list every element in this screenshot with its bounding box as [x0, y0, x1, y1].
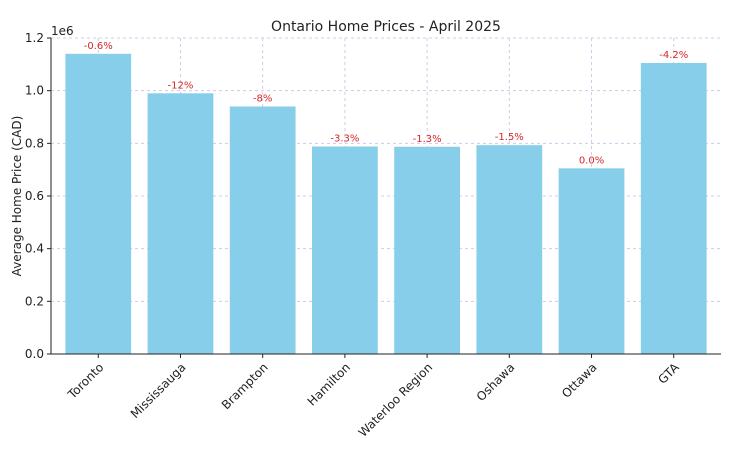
- bars: [65, 53, 707, 355]
- y-axis-offset-text: 1e6: [51, 24, 74, 38]
- x-tick-label: Mississauga: [128, 360, 189, 421]
- data-label: 0.0%: [579, 155, 604, 166]
- bar-waterloo-region: [394, 146, 460, 354]
- data-label: -3.3%: [330, 133, 359, 144]
- bar-mississauga: [147, 93, 214, 355]
- y-tick-label: 0.4: [25, 242, 44, 256]
- data-label: -4.2%: [659, 50, 688, 61]
- x-tick-label: Ottawa: [559, 360, 600, 401]
- bar-gta: [640, 63, 707, 355]
- x-tick-label: Toronto: [64, 360, 106, 402]
- bar-hamilton: [312, 146, 378, 354]
- data-label: -12%: [168, 80, 194, 91]
- data-label: -1.5%: [495, 132, 524, 143]
- y-axis-title: Average Home Price (CAD): [10, 116, 24, 277]
- bar-ottawa: [558, 168, 625, 354]
- bar-oshawa: [476, 145, 543, 354]
- y-tick-label: 0.0: [25, 347, 44, 361]
- bar-brampton: [229, 106, 296, 354]
- data-labels: -0.6% -12% -8% -3.3% -1.3% -1.5% 0.0% -4.2%: [84, 41, 688, 167]
- y-tick-label: 1.0: [25, 84, 44, 98]
- data-label: -1.3%: [413, 134, 442, 145]
- y-tick-label: 1.2: [25, 31, 44, 45]
- y-tick-label: 0.2: [25, 294, 44, 308]
- x-tick-label: Waterloo Region: [356, 360, 435, 439]
- x-tick-label: Oshawa: [474, 360, 518, 404]
- data-label: -0.6%: [84, 41, 113, 52]
- bar-toronto: [65, 53, 132, 355]
- x-tick-label: Hamilton: [305, 360, 353, 408]
- y-tick-label: 0.6: [25, 189, 44, 203]
- y-tick-label: 0.8: [25, 136, 44, 150]
- x-tick-label: Brampton: [219, 360, 271, 412]
- data-label: -8%: [253, 93, 272, 104]
- chart-title: Ontario Home Prices - April 2025: [271, 19, 501, 35]
- x-tick-label: GTA: [655, 360, 682, 387]
